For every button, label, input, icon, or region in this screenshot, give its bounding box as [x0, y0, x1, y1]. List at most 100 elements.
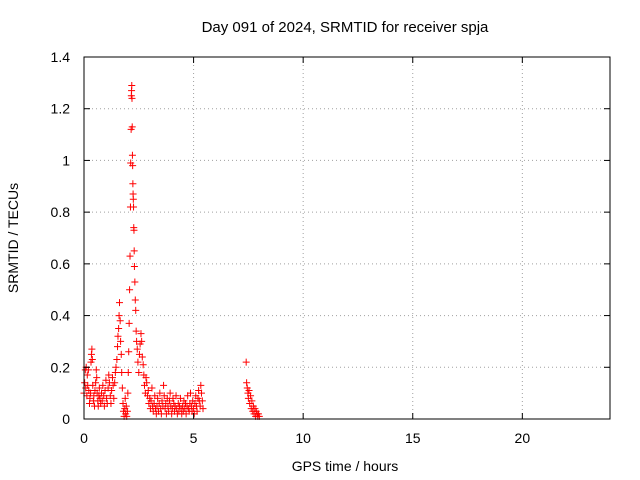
data-point [154, 394, 162, 402]
data-point [125, 348, 133, 356]
data-point [132, 327, 140, 335]
data-point [130, 226, 138, 234]
data-point [123, 407, 131, 415]
data-point [143, 379, 151, 387]
data-point [104, 384, 112, 392]
data-point [129, 180, 137, 188]
data-point [142, 374, 150, 382]
data-point [113, 356, 121, 364]
data-point [138, 337, 146, 345]
data-point [117, 350, 125, 358]
data-point [172, 392, 180, 400]
data-point [122, 402, 130, 410]
data-point [114, 332, 122, 340]
data-point [118, 384, 126, 392]
data-point [243, 379, 251, 387]
data-point [105, 371, 113, 379]
data-point [198, 397, 206, 405]
data-point [166, 389, 174, 397]
data-point [187, 389, 195, 397]
y-tick-label: 0.2 [51, 359, 71, 375]
data-point [114, 343, 122, 351]
y-tick-label: 1.4 [51, 49, 71, 65]
data-point [99, 381, 107, 389]
y-axis-label: SRMTID / TECUs [5, 183, 21, 293]
data-point [110, 394, 118, 402]
data-point [93, 374, 101, 382]
y-tick-label: 0.4 [51, 308, 71, 324]
data-point [102, 376, 110, 384]
data-point [108, 374, 116, 382]
data-point [92, 379, 100, 387]
data-point [131, 296, 139, 304]
y-tick-label: 1 [62, 152, 70, 168]
data-point [117, 337, 125, 345]
data-point [125, 319, 133, 327]
data-point [112, 363, 120, 371]
data-point [129, 195, 137, 203]
data-point [124, 368, 132, 376]
data-point [107, 399, 115, 407]
data-point [131, 278, 139, 286]
data-point [176, 394, 184, 402]
data-point [197, 381, 205, 389]
data-point [144, 387, 152, 395]
data-point [197, 389, 205, 397]
data-point [199, 405, 207, 413]
data-point [128, 94, 136, 102]
data-point [132, 306, 140, 314]
data-point [111, 368, 119, 376]
data-point [130, 203, 138, 211]
data-point [111, 379, 119, 387]
data-point [126, 252, 134, 260]
x-tick-label: 0 [80, 430, 88, 446]
y-tick-label: 0 [62, 411, 70, 427]
data-point [115, 312, 123, 320]
data-point [129, 162, 137, 170]
data-point [134, 358, 142, 366]
data-point [148, 384, 156, 392]
data-point [108, 387, 116, 395]
data-point [130, 262, 138, 270]
data-point [193, 407, 201, 415]
data-point [88, 356, 96, 364]
data-point [130, 247, 138, 255]
data-points [80, 81, 263, 420]
data-point [165, 397, 173, 405]
x-axis-label: GPS time / hours [292, 458, 399, 474]
data-point [242, 358, 250, 366]
data-point [88, 345, 96, 353]
data-point [116, 317, 124, 325]
x-tick-label: 15 [405, 430, 421, 446]
y-tick-label: 1.2 [51, 101, 71, 117]
x-tick-label: 10 [295, 430, 311, 446]
plot-frame [83, 56, 611, 420]
y-tick-label: 0.6 [51, 256, 71, 272]
data-point [116, 299, 124, 307]
data-point [106, 392, 114, 400]
data-point [137, 330, 145, 338]
data-point [160, 381, 168, 389]
data-point [126, 286, 134, 294]
data-point [158, 397, 166, 405]
y-tick-label: 0.8 [51, 204, 71, 220]
data-point [124, 389, 132, 397]
x-tick-label: 5 [190, 430, 198, 446]
data-point [115, 325, 123, 332]
data-point [245, 387, 253, 395]
data-point [86, 394, 94, 402]
data-point [135, 368, 143, 376]
data-point [95, 384, 103, 392]
data-point [139, 361, 147, 369]
data-point [92, 366, 100, 374]
axis-ticks [83, 56, 610, 420]
data-point [103, 394, 111, 402]
data-point [121, 394, 129, 402]
data-point [248, 397, 256, 405]
x-tick-label: 20 [515, 430, 531, 446]
data-point [128, 81, 136, 89]
data-point [133, 345, 141, 353]
grid-lines [84, 57, 610, 419]
data-point [156, 389, 164, 397]
